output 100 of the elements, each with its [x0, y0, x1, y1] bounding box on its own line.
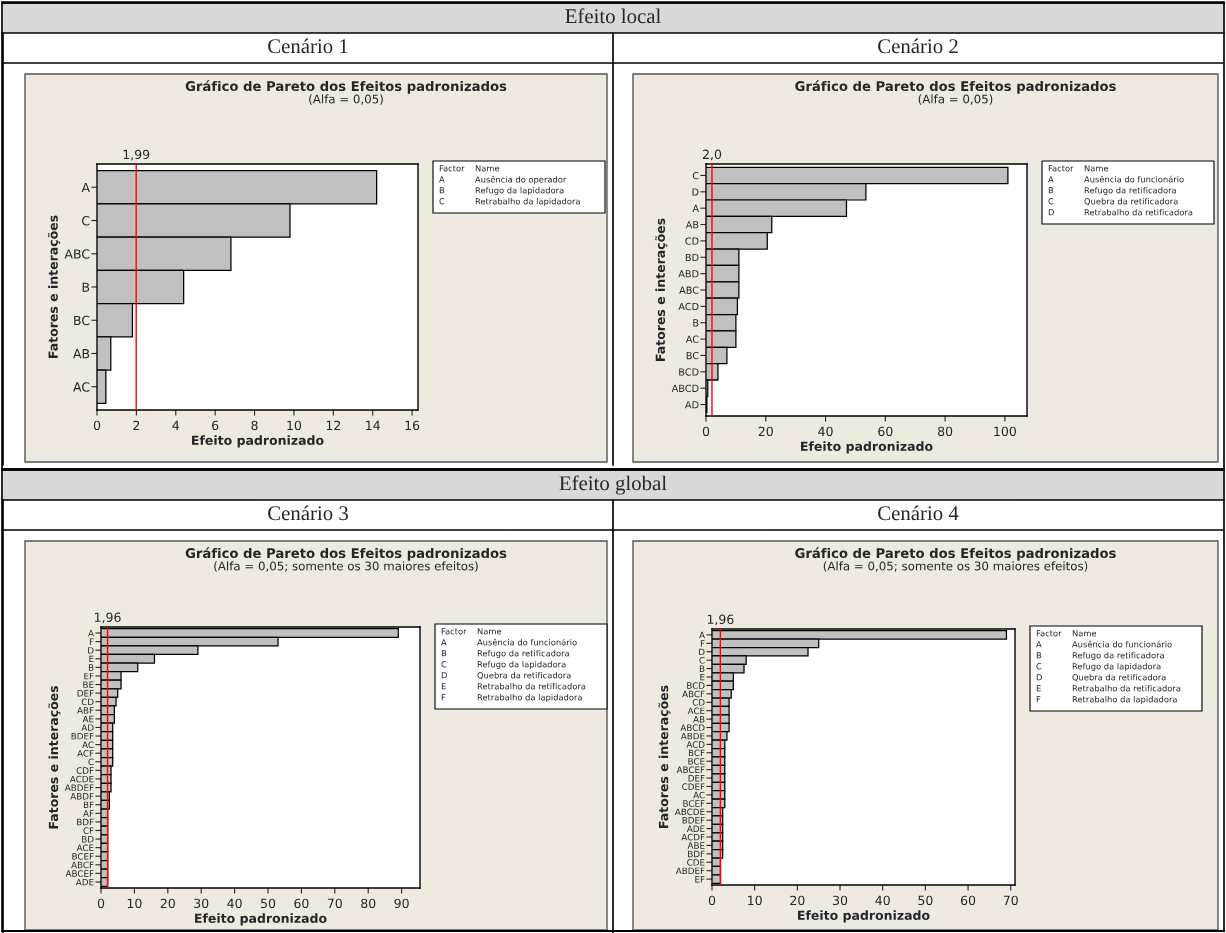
y-tick-label: AB — [685, 221, 699, 229]
y-tick-label: CD — [692, 699, 705, 706]
y-tick-label: BCF — [688, 749, 705, 757]
x-tick-label: 12 — [326, 420, 341, 430]
text: E — [441, 683, 446, 690]
y-tick-label: B — [699, 665, 705, 672]
x-tick-label: 60 — [878, 426, 893, 437]
y-tick-label: BC — [74, 315, 90, 326]
y-tick-label: AD — [81, 724, 94, 731]
y-tick-label: B — [88, 664, 94, 671]
x-tick-label: 0 — [702, 426, 710, 437]
x-axis-title: Efeito padronizado — [195, 913, 327, 926]
y-tick-label: ABCEF — [65, 870, 94, 877]
text: Ausência do operador — [475, 175, 567, 185]
y-tick-label: BDEF — [71, 732, 94, 740]
y-tick-label: BF — [83, 801, 94, 809]
y-tick-label: ACF — [77, 750, 94, 757]
x-tick-label: 20 — [758, 426, 773, 437]
y-tick-label: DEF — [688, 775, 705, 782]
text: F — [1036, 696, 1041, 703]
y-tick-label: C — [699, 656, 705, 664]
y-tick-label: ABDEF — [675, 867, 705, 875]
ref-line-label: 1,99 — [123, 149, 150, 161]
text: Retrabalho da retificadora — [477, 682, 586, 690]
chart-title: Gráfico de Pareto dos Efeitos padronizados — [185, 80, 507, 94]
y-tick-label: ABCDE — [674, 808, 705, 816]
y-tick-label: ABCEF — [676, 766, 705, 774]
x-tick-label: 8 — [251, 420, 258, 431]
chart-subtitle: (Alfa = 0,05) — [918, 94, 993, 105]
y-tick-label: A — [692, 204, 699, 212]
x-tick-label: 70 — [327, 898, 342, 909]
text: Name — [475, 165, 500, 172]
text: Refugo da lapidadora — [1072, 662, 1161, 672]
y-tick-label: ABD — [678, 270, 699, 278]
x-tick-label: 0 — [97, 898, 105, 909]
text: Name — [1084, 165, 1109, 172]
y-tick-label: EF — [84, 672, 94, 680]
y-tick-label: AB — [693, 716, 705, 723]
text: A — [1048, 176, 1054, 183]
y-tick-label: AD — [684, 401, 699, 409]
x-tick-label: 40 — [875, 895, 890, 906]
x-tick-label: 20 — [160, 898, 175, 909]
y-tick-label: C — [692, 171, 699, 180]
y-tick-label: CD — [685, 237, 699, 245]
x-tick-label: 4 — [172, 420, 180, 430]
y-tick-label: BCD — [679, 368, 699, 376]
x-tick-label: 80 — [361, 898, 376, 909]
y-axis-title: Fatores e interações — [48, 685, 61, 829]
y-tick-label: ABC — [64, 249, 90, 259]
x-tick-label: 60 — [960, 895, 976, 906]
chart-subtitle: (Alfa = 0,05; somente os 30 maiores efeitos) — [823, 561, 1088, 572]
y-tick-label: ABCD — [671, 384, 699, 393]
y-tick-label: D — [88, 647, 94, 654]
y-tick-label: DEF — [77, 690, 94, 697]
y-tick-label: ACDE — [69, 775, 94, 783]
chart-title: Gráfico de Pareto dos Efeitos padronizados — [795, 80, 1116, 94]
y-tick-label: ABF — [77, 707, 94, 714]
y-tick-label: BD — [82, 836, 94, 843]
x-tick-label: 30 — [833, 895, 848, 906]
text: A — [441, 639, 447, 646]
y-tick-label: ABDF — [70, 793, 94, 800]
ref-line-label: 2,0 — [702, 149, 722, 161]
x-tick-label: 14 — [366, 420, 380, 430]
y-tick-label: AF — [83, 810, 94, 817]
text: D — [1036, 674, 1042, 681]
text: Quebra da retificadora — [1084, 197, 1178, 206]
y-axis-title: Fatores e interações — [655, 218, 668, 361]
text: C — [1048, 198, 1054, 205]
y-tick-label: A — [699, 631, 705, 639]
y-tick-label: BDF — [77, 818, 94, 826]
text: B — [1048, 187, 1054, 194]
y-tick-label: C — [88, 758, 94, 766]
text: A — [439, 176, 445, 183]
text: A — [1036, 641, 1042, 648]
y-tick-label: BC — [686, 351, 699, 360]
y-tick-label: C — [82, 215, 90, 226]
text: Retrabalho da retificadora — [1084, 208, 1193, 216]
x-tick-label: 100 — [994, 426, 1016, 437]
y-tick-label: ABE — [687, 842, 705, 849]
y-tick-label: ABCF — [682, 690, 705, 698]
text: Name — [477, 628, 502, 635]
y-tick-label: CDEF — [682, 783, 705, 790]
text: C — [441, 661, 447, 668]
x-tick-label: 6 — [212, 420, 219, 431]
x-tick-label: 40 — [227, 898, 242, 909]
x-tick-label: 0 — [93, 420, 101, 431]
text: B — [441, 650, 447, 657]
y-tick-label: E — [700, 673, 705, 681]
y-tick-label: ACE — [687, 707, 705, 715]
text: Refugo da lapidadora — [477, 660, 566, 670]
text: Cenário 3 — [268, 505, 348, 521]
text: Ausência do funcionário — [1072, 640, 1172, 648]
y-tick-label: D — [692, 188, 699, 196]
y-tick-label: AE — [82, 715, 94, 723]
x-tick-label: 70 — [1003, 895, 1018, 906]
x-tick-label: 60 — [294, 898, 309, 909]
x-tick-label: 50 — [918, 895, 933, 906]
text: Quebra da retificadora — [1072, 673, 1166, 682]
text: Factor — [441, 628, 467, 635]
y-tick-label: AB — [73, 349, 90, 359]
